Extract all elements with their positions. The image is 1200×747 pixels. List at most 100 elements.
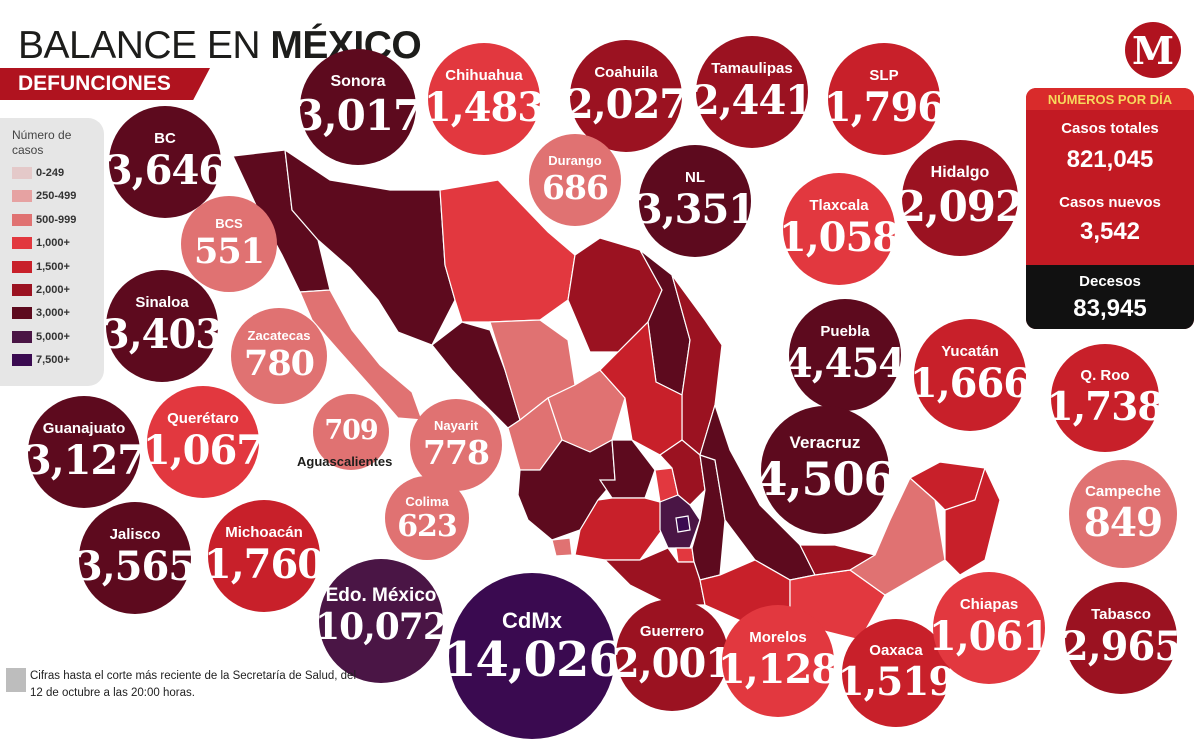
bubble-name: Campeche <box>1085 483 1161 500</box>
bubble-name: Sinaloa <box>135 294 189 311</box>
daily-stats-panel: NÚMEROS POR DÍA Casos totales 821,045 Ca… <box>1026 88 1194 329</box>
bubble-value: 4,454 <box>784 340 906 387</box>
bubble-value: 1,666 <box>909 360 1031 407</box>
state-shape-qroo <box>944 466 1001 576</box>
legend-swatch <box>12 307 32 320</box>
bubble-name: Guanajuato <box>42 420 126 437</box>
bubble-name: Jalisco <box>109 526 161 543</box>
legend-label: 5,000+ <box>36 330 70 343</box>
bubble-value: 1,128 <box>717 646 839 693</box>
new-cases-label: Casos nuevos <box>1059 194 1161 211</box>
bubble-puebla: Puebla 4,454 <box>785 299 906 411</box>
bubble-value: 1,058 <box>778 214 900 261</box>
bubble-name: CdMx <box>502 608 562 633</box>
bubble-slp: SLP 1,796 <box>824 43 945 155</box>
bubble-bcs: BCS 551 <box>181 196 277 292</box>
bubble-cdmx: CdMx 14,026 <box>443 573 622 739</box>
bubble-value: 3,017 <box>294 91 423 140</box>
bubble-name: Zacatecas <box>247 328 311 343</box>
bubble-guanajuato: Guanajuato 3,127 <box>24 396 145 508</box>
bubble-durango: Durango 686 <box>529 134 621 226</box>
legend-label: 0-249 <box>36 167 65 179</box>
legend-item: 7,500+ <box>12 353 70 367</box>
bubble-jalisco: Jalisco 3,565 <box>75 502 196 614</box>
bubble-tamaulipas: Tamaulipas 2,441 <box>692 36 813 148</box>
legend-item: 1,500+ <box>12 260 70 274</box>
bubble-name: Michoacán <box>225 524 303 541</box>
state-shape-cdmx <box>675 515 691 533</box>
bubble-nayarit: Nayarit 778 <box>410 399 502 491</box>
bubble-hidalgo: Hidalgo 2,092 <box>897 140 1024 256</box>
bubble-value: 2,441 <box>691 77 813 124</box>
bubble-value: 1,061 <box>928 613 1050 660</box>
legend-item: 2,000+ <box>12 283 70 297</box>
bubble-name: Puebla <box>820 323 870 340</box>
bubble-colima: Colima 623 <box>385 476 469 560</box>
bubble-value: 780 <box>243 343 315 384</box>
new-cases-value: 3,542 <box>1079 218 1141 245</box>
bubble-name: Querétaro <box>167 410 239 427</box>
bubble-name: BC <box>154 130 176 147</box>
bubble-value: 2,027 <box>565 81 687 128</box>
legend-swatch <box>12 213 32 226</box>
bubble-name: BCS <box>215 216 243 231</box>
bubble-value: 686 <box>542 168 609 207</box>
bubble-name: Yucatán <box>941 343 999 360</box>
bubble-name: Coahuila <box>594 64 658 81</box>
bubble-value: 3,646 <box>104 147 226 194</box>
legend-swatch <box>12 237 32 250</box>
bubble-value: 10,072 <box>315 606 448 648</box>
bubble-value: 1,796 <box>823 84 945 131</box>
bubble-name: Nayarit <box>433 418 479 433</box>
bubble-chiapas: Chiapas 1,061 <box>929 572 1050 684</box>
bubble-name: Chiapas <box>959 596 1019 613</box>
bubble-name: Edo. México <box>325 585 437 606</box>
deaths-value: 83,945 <box>1073 295 1147 322</box>
state-shape-colima <box>551 537 573 557</box>
bubble-aguascalientes: 709 <box>313 394 389 470</box>
bubble-value: 4,506 <box>755 452 895 506</box>
legend-label: 3,000+ <box>36 307 70 320</box>
stats-header <box>1026 88 1194 110</box>
bubble-veracruz: Veracruz 4,506 <box>755 406 896 534</box>
bubble-value: 3,351 <box>634 186 756 233</box>
bubble-name: Veracruz <box>789 433 861 452</box>
milenio-logo: M <box>1125 22 1181 78</box>
bubble-value: 2,092 <box>896 182 1025 231</box>
bubble-value: 3,565 <box>74 543 196 590</box>
legend-swatch <box>12 330 32 343</box>
bubble-qroo: Q. Roo 1,738 <box>1046 344 1165 452</box>
bubble-value: 623 <box>397 509 458 544</box>
legend-label: 2,000+ <box>36 284 70 296</box>
legend-item: 1,000+ <box>12 236 70 250</box>
bubble-value: 14,026 <box>443 632 622 688</box>
legend-label: 1,000+ <box>36 237 70 250</box>
bubble-value: 1,067 <box>142 427 264 474</box>
bubble-tabasco: Tabasco 2,965 <box>1061 582 1182 694</box>
total-cases-value: 821,045 <box>1066 146 1154 173</box>
aguascalientes-label: Aguascalientes <box>297 454 393 469</box>
bubble-queretaro: Querétaro 1,067 <box>143 386 264 498</box>
bubble-name: Tamaulipas <box>711 60 793 77</box>
bubble-value: 778 <box>423 433 490 472</box>
bubble-value: 3,403 <box>101 311 223 358</box>
bubble-coahuila: Coahuila 2,027 <box>566 40 687 152</box>
bubble-name: Colima <box>405 494 449 509</box>
legend-swatch <box>12 167 32 179</box>
legend-item: 5,000+ <box>12 330 70 344</box>
bubble-sinaloa: Sinaloa 3,403 <box>102 270 223 382</box>
legend-item: 3,000+ <box>12 306 70 320</box>
page-title: BALANCE EN MÉXICO <box>18 24 422 67</box>
bubble-michoacan: Michoacán 1,760 <box>204 500 325 612</box>
title-part-1: BALANCE EN <box>18 24 271 67</box>
legend-label: 500-999 <box>36 213 77 226</box>
bubble-name: Morelos <box>749 629 807 646</box>
bubble-yucatan: Yucatán 1,666 <box>910 319 1031 431</box>
bubble-value: 849 <box>1083 500 1163 546</box>
bubble-chihuahua: Chihuahua 1,483 <box>424 43 545 155</box>
bubble-bc: BC 3,646 <box>105 106 226 218</box>
legend-label: 1,500+ <box>36 260 70 273</box>
bubble-name: Chihuahua <box>445 67 523 84</box>
state-shape-hidalgo <box>659 439 706 506</box>
